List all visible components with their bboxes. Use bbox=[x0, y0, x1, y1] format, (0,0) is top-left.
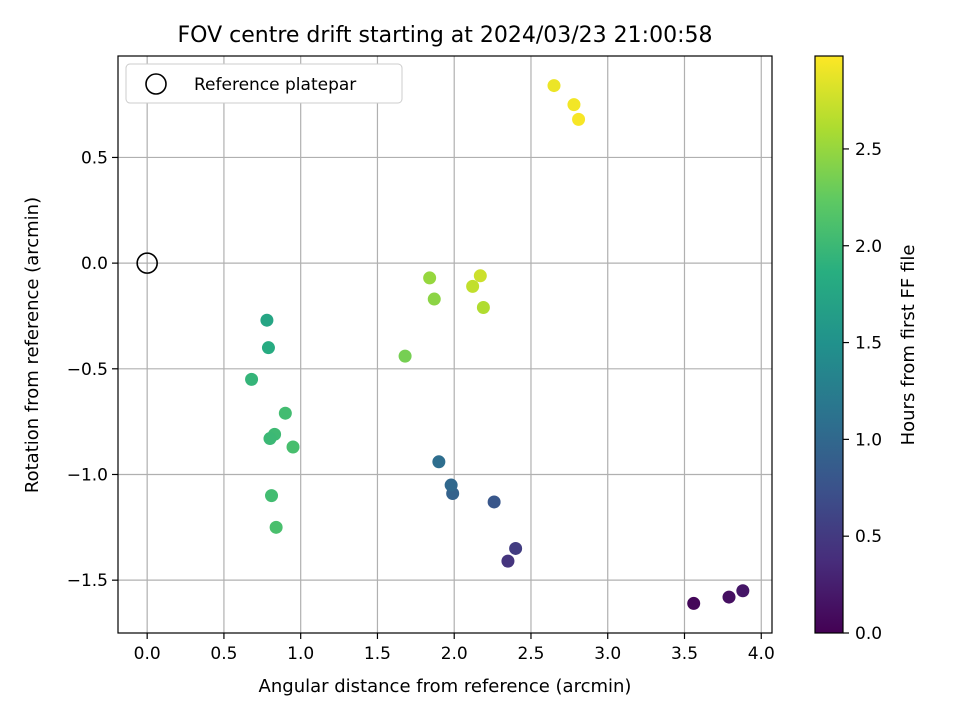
data-point bbox=[509, 541, 523, 555]
data-point bbox=[476, 301, 490, 315]
legend: Reference platepar bbox=[125, 63, 403, 104]
colorbar-label: Hours from first FF file bbox=[898, 245, 919, 446]
legend-box bbox=[125, 63, 403, 104]
grid bbox=[118, 56, 772, 633]
data-point bbox=[487, 495, 501, 509]
data-point bbox=[501, 554, 515, 568]
y-tick-label: 0.5 bbox=[81, 148, 108, 168]
data-point bbox=[432, 455, 446, 469]
colorbar-tick-label: 0.0 bbox=[855, 624, 882, 644]
y-tick-label: 0.0 bbox=[81, 254, 108, 274]
data-point bbox=[245, 372, 259, 386]
colorbar-ticks: 0.0 0.5 1.0 1.5 2.0 2.5 bbox=[843, 140, 882, 644]
legend-entry-label: Reference platepar bbox=[194, 75, 356, 95]
y-axis-ticks: −1.5 −1.0 −0.5 0.0 0.5 bbox=[67, 148, 118, 591]
data-point bbox=[278, 406, 292, 420]
x-tick-label: 2.5 bbox=[517, 644, 544, 664]
chart-title: FOV centre drift starting at 2024/03/23 … bbox=[178, 23, 713, 48]
data-point bbox=[263, 432, 277, 446]
y-tick-label: −0.5 bbox=[67, 360, 108, 380]
scatter-points bbox=[245, 79, 750, 610]
data-point bbox=[265, 489, 279, 503]
data-point bbox=[473, 269, 487, 283]
y-tick-label: −1.0 bbox=[67, 465, 108, 485]
colorbar-tick-label: 1.5 bbox=[855, 334, 882, 354]
data-point bbox=[427, 292, 441, 306]
colorbar bbox=[814, 55, 844, 634]
data-point bbox=[736, 584, 750, 598]
data-point bbox=[572, 112, 586, 126]
y-tick-label: −1.5 bbox=[67, 571, 108, 591]
colorbar-tick-label: 2.5 bbox=[855, 140, 882, 160]
x-axis-label: Angular distance from reference (arcmin) bbox=[259, 676, 632, 697]
data-point bbox=[286, 440, 300, 454]
colorbar-tick-label: 2.0 bbox=[855, 237, 882, 257]
data-point bbox=[423, 271, 437, 285]
x-tick-label: 2.0 bbox=[441, 644, 468, 664]
data-point bbox=[398, 349, 412, 363]
x-tick-label: 0.0 bbox=[134, 644, 161, 664]
data-point bbox=[687, 596, 701, 610]
data-point bbox=[260, 313, 274, 327]
x-axis-ticks: 0.0 0.5 1.0 1.5 2.0 2.5 3.0 3.5 4.0 bbox=[134, 633, 775, 664]
x-tick-label: 3.0 bbox=[594, 644, 621, 664]
x-tick-label: 1.0 bbox=[287, 644, 314, 664]
data-point bbox=[722, 590, 736, 604]
data-point bbox=[269, 520, 283, 534]
x-tick-label: 0.5 bbox=[210, 644, 237, 664]
x-tick-label: 3.5 bbox=[671, 644, 698, 664]
legend-reference-marker bbox=[145, 73, 167, 95]
reference-platepar-marker bbox=[136, 252, 158, 274]
data-point bbox=[567, 98, 581, 112]
data-point bbox=[261, 341, 275, 355]
colorbar-tick-label: 1.0 bbox=[855, 430, 882, 450]
data-point bbox=[547, 79, 561, 93]
data-point bbox=[466, 279, 480, 293]
x-tick-label: 4.0 bbox=[748, 644, 775, 664]
colorbar-tick-label: 0.5 bbox=[855, 527, 882, 547]
y-axis-label: Rotation from reference (arcmin) bbox=[22, 197, 43, 493]
data-point bbox=[444, 478, 458, 492]
x-tick-label: 1.5 bbox=[364, 644, 391, 664]
plot-frame bbox=[117, 55, 773, 634]
